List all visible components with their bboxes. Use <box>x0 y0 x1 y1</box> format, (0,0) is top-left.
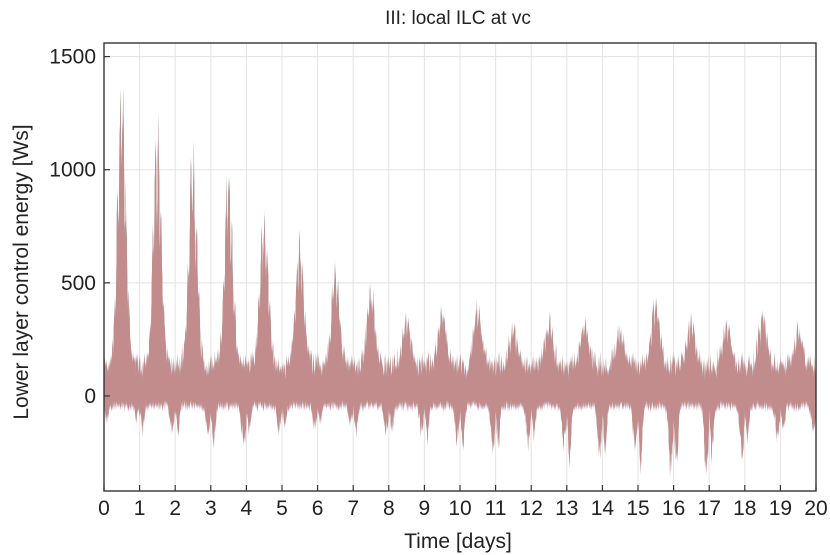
x-tick-label: 9 <box>419 497 431 520</box>
x-tick-label: 7 <box>347 497 359 520</box>
chart-title: III: local ILC at vc <box>385 8 531 29</box>
y-tick-label: 1500 <box>49 46 96 69</box>
x-tick-label: 20 <box>804 497 827 520</box>
x-tick-label: 0 <box>98 497 110 520</box>
x-axis-label: Time [days] <box>404 530 512 553</box>
y-tick-label: 500 <box>61 272 96 295</box>
y-ticks: 0 500 1000 1500 <box>49 46 110 408</box>
x-tick-label: 4 <box>241 497 253 520</box>
x-tick-label: 13 <box>555 497 578 520</box>
x-tick-label: 2 <box>169 497 181 520</box>
x-tick-label: 16 <box>662 497 685 520</box>
x-tick-label: 14 <box>591 497 615 520</box>
x-tick-label: 15 <box>626 497 649 520</box>
x-tick-label: 6 <box>312 497 324 520</box>
y-tick-label: 1000 <box>49 159 96 182</box>
x-tick-label: 17 <box>698 497 721 520</box>
x-tick-label: 12 <box>520 497 543 520</box>
x-tick-label: 5 <box>276 497 288 520</box>
x-tick-label: 11 <box>485 497 507 520</box>
y-tick-label: 0 <box>84 385 96 408</box>
x-tick-label: 8 <box>383 497 395 520</box>
x-ticks: 0 1 2 3 4 5 6 7 8 9 10 11 12 13 14 15 16 17 18 19 20 <box>98 485 828 520</box>
x-tick-label: 19 <box>769 497 792 520</box>
x-tick-label: 10 <box>448 497 471 520</box>
series-band-main <box>104 97 816 474</box>
x-tick-label: 3 <box>205 497 217 520</box>
y-axis-label: Lower layer control energy [Ws] <box>10 124 33 419</box>
x-tick-label: 1 <box>134 497 146 520</box>
grid <box>103 43 817 491</box>
series-area <box>104 85 816 479</box>
x-tick-label: 18 <box>733 497 756 520</box>
